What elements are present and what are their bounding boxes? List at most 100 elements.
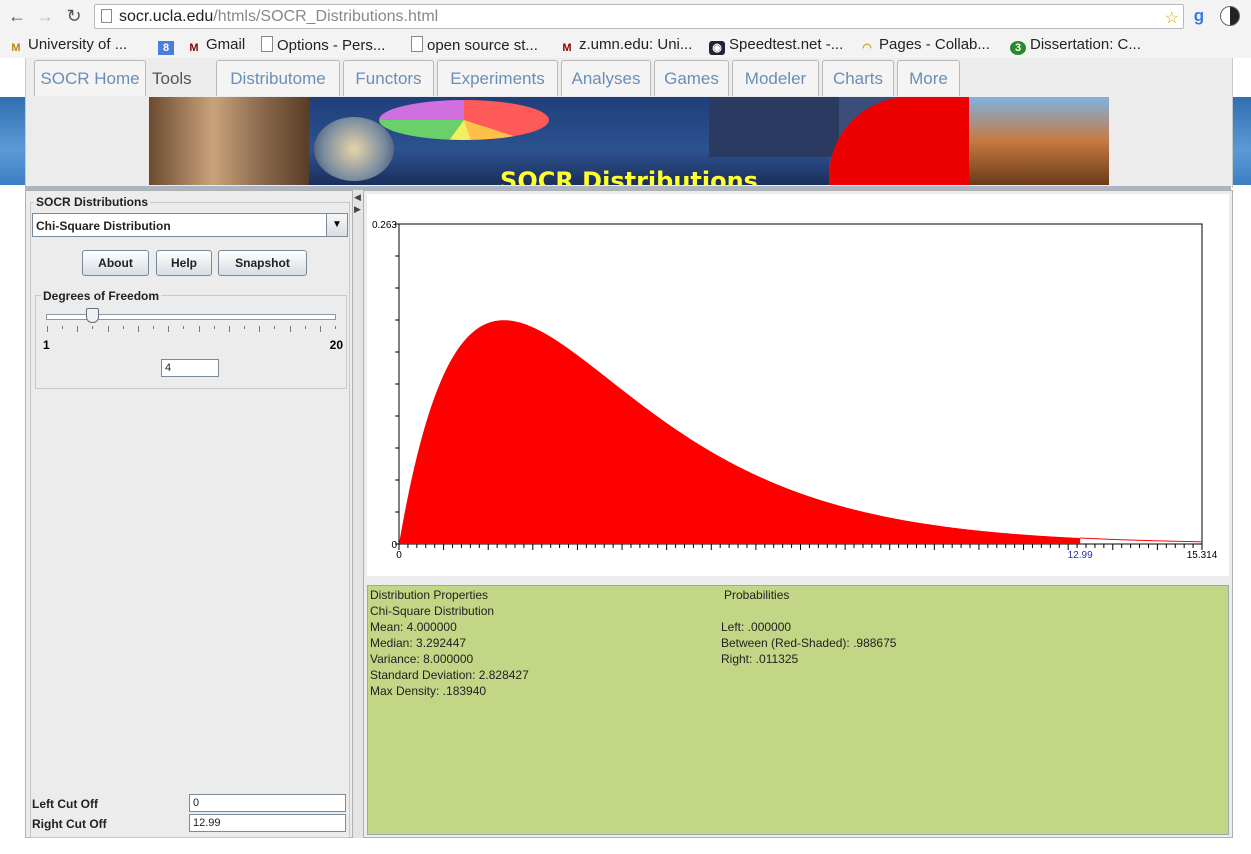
distributions-group <box>30 202 350 838</box>
browser-toolbar: ← → ↻ socr.ucla.edu/htmls/SOCR_Distribut… <box>0 0 1251 58</box>
tab-charts[interactable]: Charts <box>822 60 894 96</box>
page-icon <box>411 36 423 52</box>
control-panel: SOCR Distributions Chi-Square Distributi… <box>25 190 353 838</box>
shaded-density-area <box>399 320 1081 544</box>
property-line: Max Density: .183940 <box>370 684 487 698</box>
slider-tick <box>77 326 78 332</box>
left-cut-input[interactable]: 0 <box>189 794 346 812</box>
slider-tick <box>153 326 154 329</box>
dof-slider-track[interactable] <box>46 314 336 320</box>
tab-experiments[interactable]: Experiments <box>437 60 558 96</box>
right-cut-input[interactable]: 12.99 <box>189 814 346 832</box>
back-arrow-icon[interactable]: ← <box>8 6 26 26</box>
help-button[interactable]: Help <box>156 250 212 276</box>
y-zero-label: 0 <box>391 540 397 551</box>
properties-header: Distribution Properties <box>370 588 489 602</box>
tab-modeler[interactable]: Modeler <box>732 60 819 96</box>
tab-games[interactable]: Games <box>654 60 729 96</box>
bookmark-item[interactable]: M University of ... <box>8 36 127 55</box>
x-cut-label: 12.99 <box>1068 550 1093 561</box>
m-logo-icon: M <box>11 42 21 54</box>
split-pane-divider[interactable]: ◀ ▶ <box>353 190 363 838</box>
distributions-group-title: SOCR Distributions <box>34 195 151 209</box>
banner-brain-image <box>314 117 394 181</box>
snapshot-button[interactable]: Snapshot <box>218 250 307 276</box>
socr-banner: SOCR Distributions <box>149 97 1109 185</box>
slider-max-label: 20 <box>329 338 343 352</box>
dof-input[interactable]: 4 <box>161 359 219 377</box>
distribution-select-value: Chi-Square Distribution <box>36 219 171 233</box>
tab-analyses[interactable]: Analyses <box>561 60 651 96</box>
slider-tick <box>244 326 245 329</box>
slider-tick <box>305 326 306 329</box>
banner-wave-graphic <box>709 97 839 157</box>
x-max-label: 15.314 <box>1187 550 1218 561</box>
url-text: socr.ucla.edu/htmls/SOCR_Distributions.h… <box>119 8 439 25</box>
pages-icon: ◠ <box>862 42 872 54</box>
property-line: Standard Deviation: 2.828427 <box>370 668 529 682</box>
bookmark-item[interactable]: open source st... <box>411 36 538 54</box>
google-icon: 8 <box>158 41 174 55</box>
star-icon[interactable]: ☆ <box>1164 10 1179 27</box>
speedtest-icon: ◉ <box>709 41 725 55</box>
dof-slider-thumb[interactable] <box>85 308 99 323</box>
reload-icon[interactable]: ↻ <box>66 6 82 26</box>
left-cut-label: Left Cut Off <box>32 797 98 811</box>
slider-tick <box>320 326 321 332</box>
density-tail-curve <box>1080 537 1203 543</box>
tab-functors[interactable]: Functors <box>343 60 434 96</box>
extension-icon[interactable]: g <box>1193 6 1205 25</box>
bookmark-item[interactable]: ◠ Pages - Collab... <box>859 36 990 55</box>
probability-line: Right: .011325 <box>721 652 799 666</box>
right-cut-label: Right Cut Off <box>32 817 107 831</box>
density-chart: 0.263 00 12.99 15.314 <box>372 220 1218 561</box>
banner-pie-graphic <box>379 100 549 140</box>
dof-slider-ticks <box>47 326 336 333</box>
bookmark-item[interactable]: Options - Pers... <box>261 36 385 54</box>
slider-tick <box>92 326 93 329</box>
distribution-properties: Distribution Properties Probabilities Ch… <box>367 585 1229 835</box>
tab-socr-home[interactable]: SOCR Home <box>34 60 146 96</box>
slider-tick <box>123 326 124 329</box>
probabilities-header: Probabilities <box>724 588 790 602</box>
bookmark-item[interactable]: 3 Dissertation: C... <box>1010 36 1141 55</box>
slider-tick <box>138 326 139 332</box>
forward-arrow-icon[interactable]: → <box>36 6 54 26</box>
bookmark-item[interactable]: 8 <box>158 36 178 55</box>
slider-tick <box>168 326 169 332</box>
slider-tick <box>335 326 336 329</box>
property-line: Chi-Square Distribution <box>370 604 495 618</box>
tab-distributome[interactable]: Distributome <box>216 60 340 96</box>
chevron-down-icon[interactable]: ▼ <box>326 214 347 236</box>
bookmark-item[interactable]: M Gmail <box>186 36 245 55</box>
slider-tick <box>229 326 230 332</box>
m-logo-icon: M <box>562 42 572 54</box>
bookmark-item[interactable]: ◉ Speedtest.net -... <box>709 36 843 55</box>
page-icon <box>101 9 112 23</box>
distribution-select[interactable]: Chi-Square Distribution ▼ <box>32 213 348 237</box>
slider-tick <box>214 326 215 329</box>
tools-label: Tools ⇒ <box>152 69 192 126</box>
density-graph[interactable]: 0.263 0 0 12.99 15.314 <box>367 194 1229 576</box>
tab-more[interactable]: More <box>897 60 960 96</box>
property-line: Mean: 4.000000 <box>370 620 457 634</box>
slider-tick <box>259 326 260 332</box>
extension-icon-2[interactable] <box>1220 6 1240 26</box>
slider-tick <box>274 326 275 329</box>
degrees-of-freedom-title: Degrees of Freedom <box>41 289 162 303</box>
address-bar[interactable]: socr.ucla.edu/htmls/SOCR_Distributions.h… <box>94 4 1184 29</box>
x-zero-label: 0 <box>396 550 402 561</box>
m-logo-icon: M <box>189 42 199 54</box>
slider-tick <box>62 326 63 329</box>
property-line: Variance: 8.000000 <box>370 652 474 666</box>
property-line: Median: 3.292447 <box>370 636 467 650</box>
output-panel: 0.263 0 0 12.99 15.314 Distribution Properti… <box>363 190 1233 838</box>
about-button[interactable]: About <box>82 250 149 276</box>
collapse-left-icon[interactable]: ◀ <box>354 192 361 202</box>
dissertation-icon: 3 <box>1010 41 1026 55</box>
web-page: SOCR Home Tools ⇒ Distributome Functors … <box>0 58 1251 854</box>
expand-right-icon[interactable]: ▶ <box>354 204 361 214</box>
banner-tower-photo <box>969 97 1109 185</box>
slider-tick <box>183 326 184 329</box>
